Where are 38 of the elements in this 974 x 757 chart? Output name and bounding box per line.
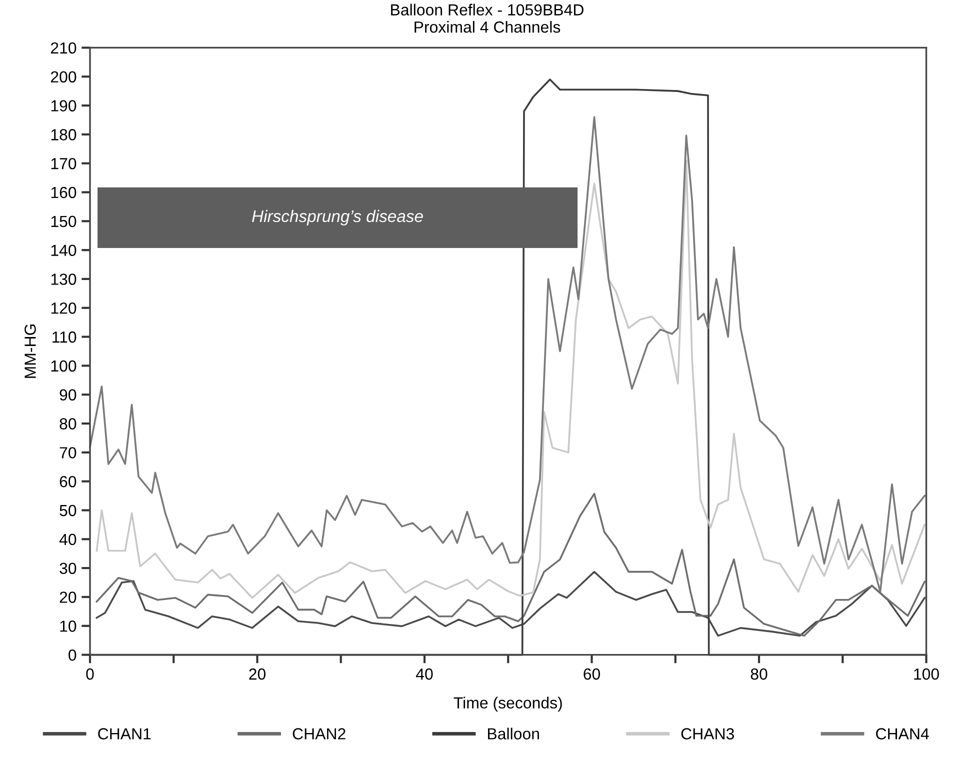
y-tick-label: 190 [51,100,76,112]
x-tick-label: 20 [249,668,266,680]
y-tick-label: 140 [51,244,76,256]
y-tick-label: 130 [51,274,76,285]
y-tick-label: 0 [68,649,76,661]
y-tick-label: 150 [51,216,76,228]
y-tick-label: 40 [59,534,76,546]
y-tick-label: 20 [60,592,76,603]
y-tick-label: 30 [60,562,76,574]
x-tick-label: 0 [86,668,94,680]
y-tick-label: 170 [51,158,76,170]
y-tick-label: 70 [60,447,76,458]
y-tick-label: 110 [52,331,76,343]
x-tick-label: 40 [416,668,433,680]
y-tick-label: 90 [60,389,76,401]
y-tick-label: 100 [51,360,76,372]
chart-subtitle: Proximal 4 Channels [414,20,560,33]
legend-label: Balloon [488,728,539,740]
chart-title: Balloon Reflex - 1059BB4D [391,4,584,16]
annotation: Hirschsprung’s disease [252,210,423,226]
y-tick-label: 160 [51,186,76,198]
y-tick-label: 180 [51,129,76,140]
x-axis-title: Time (seconds) [454,696,562,712]
y-tick-label: 60 [60,476,76,488]
y-tick-label: 50 [60,504,76,516]
legend-label: CHAN1 [98,728,151,740]
y-axis-title: MM-HG [24,324,36,378]
legend-label: CHAN3 [681,728,734,740]
y-tick-label: 200 [50,71,76,83]
y-tick-label: 210 [50,42,76,54]
x-tick-label: 100 [914,668,939,680]
x-tick-label: 60 [584,668,600,680]
y-tick-label: 120 [51,302,76,314]
legend-label: CHAN2 [292,728,346,740]
y-tick-label: 10 [60,620,76,632]
x-tick-label: 80 [750,668,768,680]
legend-label: CHAN4 [876,728,929,740]
y-tick-label: 80 [60,418,76,430]
